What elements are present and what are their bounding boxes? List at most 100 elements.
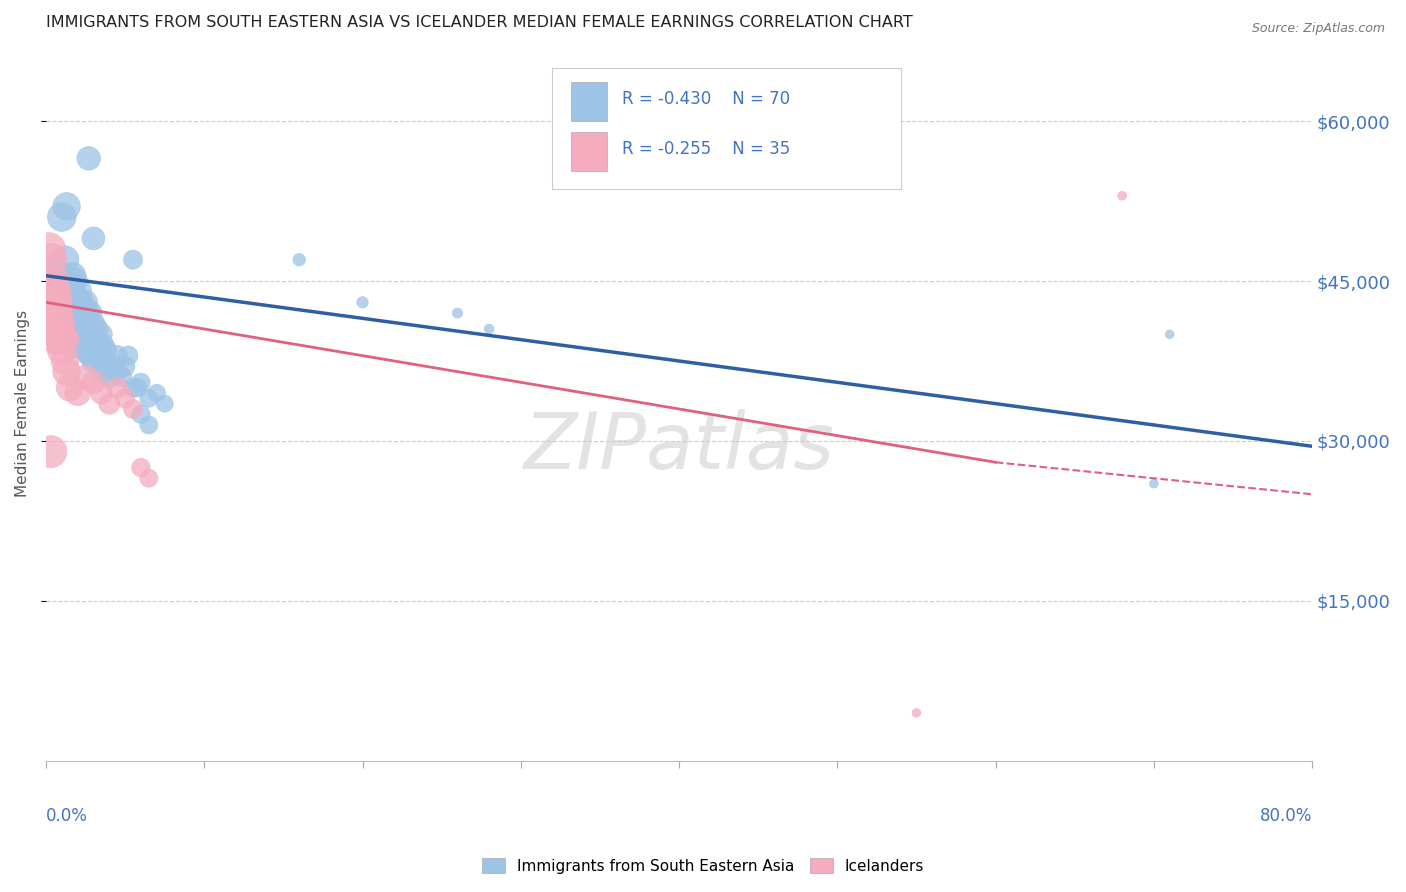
Text: IMMIGRANTS FROM SOUTH EASTERN ASIA VS ICELANDER MEDIAN FEMALE EARNINGS CORRELATI: IMMIGRANTS FROM SOUTH EASTERN ASIA VS IC… <box>46 15 912 30</box>
Point <box>1111 188 1133 202</box>
Point <box>98 397 121 411</box>
Point <box>60 285 83 299</box>
Point <box>72 301 94 315</box>
Point <box>65 295 87 310</box>
Point <box>79 349 101 363</box>
Point <box>48 322 70 336</box>
Point <box>79 322 101 336</box>
Text: ZIPatlas: ZIPatlas <box>523 409 835 484</box>
Point <box>63 338 86 352</box>
Point <box>39 444 62 458</box>
Point <box>38 242 60 256</box>
Point <box>66 327 89 342</box>
Point <box>87 354 110 368</box>
Point <box>53 333 76 347</box>
Point <box>122 401 145 416</box>
Point <box>41 290 63 304</box>
Point <box>55 365 77 379</box>
Text: 80.0%: 80.0% <box>1260 807 1312 825</box>
Point <box>46 295 69 310</box>
Point <box>1143 476 1166 491</box>
Point <box>42 295 65 310</box>
Point <box>44 295 66 310</box>
Point <box>138 392 160 406</box>
Point <box>59 279 82 293</box>
Point <box>82 317 104 331</box>
Point <box>114 392 136 406</box>
Point <box>138 471 160 485</box>
Point <box>91 338 114 352</box>
Point <box>55 199 77 213</box>
Point <box>59 306 82 320</box>
Point <box>51 210 73 224</box>
Point <box>82 231 104 245</box>
Point <box>62 268 84 283</box>
Point <box>69 322 91 336</box>
Point <box>91 365 114 379</box>
Point <box>89 343 111 358</box>
Point <box>66 311 89 326</box>
Point <box>905 706 928 720</box>
Point <box>69 311 91 326</box>
Point <box>145 386 167 401</box>
Y-axis label: Median Female Earnings: Median Female Earnings <box>15 310 30 497</box>
Point <box>49 317 72 331</box>
Point <box>73 327 96 342</box>
Text: R = -0.255    N = 35: R = -0.255 N = 35 <box>621 140 790 158</box>
Point <box>75 370 97 384</box>
Point <box>94 343 117 358</box>
Point <box>97 359 120 374</box>
Point <box>105 349 128 363</box>
Point <box>446 306 468 320</box>
Bar <box>571 82 607 121</box>
Point <box>114 359 136 374</box>
Point <box>77 152 100 166</box>
Point <box>90 359 112 374</box>
Point <box>153 397 176 411</box>
Point <box>53 252 76 267</box>
Point <box>129 460 152 475</box>
Point <box>129 376 152 390</box>
Point <box>478 322 501 336</box>
Point <box>288 252 311 267</box>
Point <box>42 274 65 288</box>
Point <box>44 285 66 299</box>
Point <box>60 311 83 326</box>
Point <box>72 333 94 347</box>
Point <box>84 333 107 347</box>
Point <box>67 306 90 320</box>
Point <box>90 327 112 342</box>
Point <box>73 317 96 331</box>
Point <box>127 381 149 395</box>
FancyBboxPatch shape <box>553 68 901 189</box>
Legend: Immigrants from South Eastern Asia, Icelanders: Immigrants from South Eastern Asia, Icel… <box>475 852 931 880</box>
Point <box>51 327 73 342</box>
Point <box>62 295 84 310</box>
Point <box>90 386 112 401</box>
Point <box>75 317 97 331</box>
Point <box>75 295 97 310</box>
Bar <box>571 132 607 171</box>
Point <box>46 311 69 326</box>
Point <box>352 295 374 310</box>
Point <box>49 333 72 347</box>
Point <box>59 381 82 395</box>
Point <box>86 322 108 336</box>
Point <box>41 279 63 293</box>
Point <box>122 252 145 267</box>
Point <box>82 376 104 390</box>
Point <box>44 311 66 326</box>
Text: 0.0%: 0.0% <box>46 807 87 825</box>
Point <box>1159 327 1181 342</box>
Point <box>82 354 104 368</box>
Point <box>48 306 70 320</box>
Point <box>105 381 128 395</box>
Point <box>75 343 97 358</box>
Point <box>79 306 101 320</box>
Point <box>46 333 69 347</box>
Point <box>105 365 128 379</box>
Point <box>138 417 160 432</box>
Point <box>76 306 98 320</box>
Point <box>77 322 100 336</box>
Point <box>67 285 90 299</box>
